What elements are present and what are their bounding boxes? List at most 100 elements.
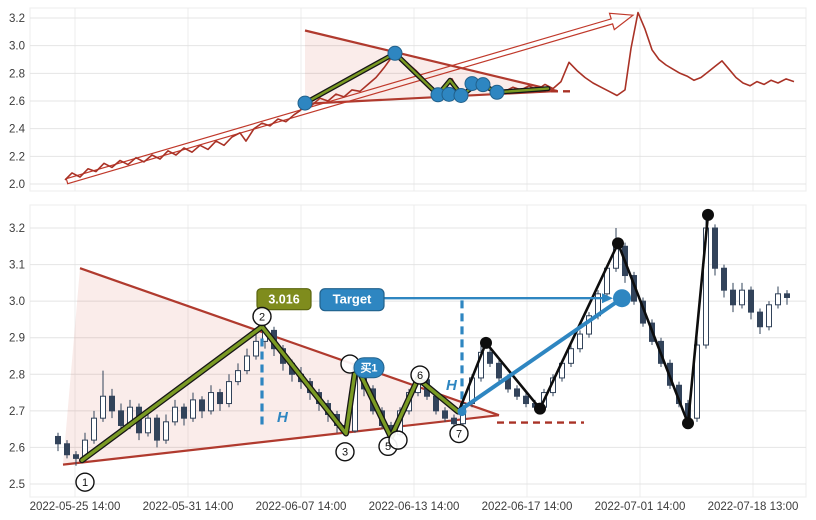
candle-body [109,395,115,412]
candle-body [217,392,223,405]
pivot-dot[interactable] [612,237,624,250]
candle-body [181,406,187,419]
target-label: Target [333,292,372,307]
x-axis-label: 2022-06-13 14:00 [369,501,460,513]
plot-area [29,7,807,192]
overview-line-panel: 3.2 3.0 2.8 2.6 2.4 2.2 2.0 [9,7,807,192]
y-axis-label: 2.9 [9,333,25,345]
height-label: H [446,377,458,394]
candle-body [172,406,178,423]
triangle-lower-trendline[interactable] [62,414,500,466]
candle-body [757,311,763,328]
pattern-point-marker[interactable] [388,430,408,450]
y-axis-label: 2.6 [9,442,25,454]
candle-body [190,399,196,419]
y-axis-label: 3.2 [9,13,25,25]
target-arrowhead-icon [602,293,613,304]
pivot-dot[interactable] [480,336,492,349]
y-axis-label: 3.0 [9,296,25,308]
candle-body [55,435,61,445]
buy-signal-badge[interactable] [353,357,385,379]
pattern-point-marker[interactable] [335,442,355,462]
x-axis-label: 2022-06-07 14:00 [256,501,347,513]
candle-body [244,355,250,372]
candle-body [739,289,745,306]
candle-body [118,410,124,426]
pattern-point-marker[interactable] [75,472,95,492]
candle-body [775,293,781,306]
candle-body [712,227,718,269]
x-axis-label: 2022-07-18 13:00 [708,501,799,513]
y-axis-label: 2.5 [9,479,25,491]
pattern-point-marker[interactable] [252,306,272,327]
candle-body [163,421,169,441]
y-axis-label: 2.8 [9,369,25,381]
candle-body [73,454,79,459]
candle-body [487,351,493,364]
triangle-upper-trendline[interactable] [304,29,558,93]
candle-body [721,267,727,291]
candle-body [451,417,457,425]
y-axis-label: 3.2 [9,223,25,235]
candle-body [496,362,502,379]
candle-body [442,410,448,419]
pattern-dot[interactable] [489,84,505,100]
candle-body [226,381,232,405]
plot-area [29,204,807,498]
pivot-dot[interactable] [682,417,694,430]
x-axis-label: 2022-06-17 14:00 [482,501,573,513]
pattern-point-marker[interactable] [449,423,469,444]
y-axis-label: 3.1 [9,260,25,272]
y-axis-label: 2.8 [9,68,25,80]
pattern-point-number: 3 [342,447,348,459]
pattern-endpoint-dot [457,407,467,417]
y-axis-label: 2.0 [9,179,25,191]
candle-body [730,289,736,306]
y-axis-label: 2.4 [9,124,26,136]
candle-body [235,370,241,383]
candlestick-panel: 3.2 3.1 3.0 2.9 2.8 2.7 2.6 2.5 2022-05-25 14:00… [9,204,807,513]
x-axis-label: 2022-07-01 14:00 [595,501,686,513]
y-axis-label: 2.7 [9,406,25,418]
candle-body [145,417,151,434]
candle-body [577,333,583,350]
trend-channel-arrow [65,12,635,185]
candle-body [766,304,772,328]
candle-body [784,293,790,298]
target-dot[interactable] [613,289,631,308]
target-projection-line [457,296,624,413]
candle-body [208,392,214,412]
y-axis-label: 3.0 [9,41,25,53]
x-axis-label: 2022-05-25 14:00 [30,501,121,513]
pivot-dot[interactable] [534,402,546,415]
pattern-dot[interactable] [475,77,491,93]
height-label: H [277,409,289,426]
candle-body [154,417,160,441]
candle-body [64,443,70,456]
price-target-box[interactable] [256,288,312,311]
x-axis-label: 2022-05-31 14:00 [143,501,234,513]
candle-body [748,289,754,313]
candle-body [253,340,259,357]
pattern-point-number: 2 [259,311,265,323]
candle-body [199,399,205,412]
pattern-point-number: 5 [385,441,391,453]
pivot-dot[interactable] [702,208,714,221]
pattern-point-marker[interactable] [410,365,430,385]
candle-body [523,395,529,405]
candle-body [514,388,520,397]
candle-body [100,395,106,419]
pattern-point-number: 1 [82,477,88,489]
candle-body [694,344,700,419]
y-axis-label: 2.2 [9,151,25,163]
y-axis-label: 2.6 [9,96,25,108]
target-box[interactable] [319,288,385,312]
price-target-label: 3.016 [268,293,299,307]
candle-body [568,348,574,364]
pattern-dot[interactable] [297,95,313,111]
pattern-dot[interactable] [453,87,469,103]
pattern-dot[interactable] [387,45,403,61]
pattern-point-number: 7 [456,428,462,440]
